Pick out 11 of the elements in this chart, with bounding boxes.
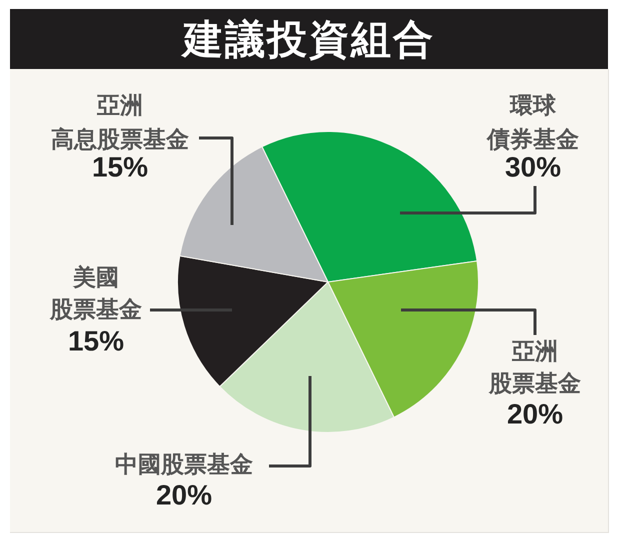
slice-label: 中國股票基金 [115, 452, 253, 478]
slice-label: 環球債券基金 [486, 92, 579, 153]
slice-label: 亞洲股票基金 [488, 338, 581, 397]
data-label: 15% [68, 326, 124, 357]
data-label: 30% [504, 152, 562, 183]
slice-label: 美國股票基金 [49, 264, 142, 323]
data-label: 20% [506, 398, 564, 430]
data-label: 20% [156, 480, 212, 511]
chart-title: 建議投資組合 [183, 16, 435, 64]
data-label: 15% [92, 152, 148, 183]
slice-label: 亞洲高息股票基金 [51, 92, 189, 153]
